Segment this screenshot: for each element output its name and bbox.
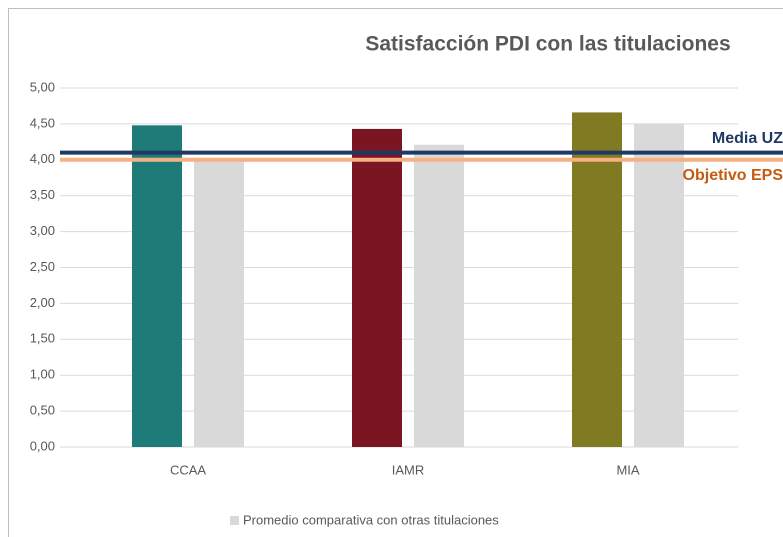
y-tick-label: 3,50 <box>30 187 55 202</box>
chart-title: Satisfacción PDI con las titulaciones <box>365 33 730 56</box>
y-tick-label: 0,00 <box>30 438 55 453</box>
bar <box>634 123 684 448</box>
x-tick-label: CCAA <box>170 462 206 477</box>
reference-label: Objetivo EPS <box>683 167 783 184</box>
bar <box>352 128 402 447</box>
x-tick-label: IAMR <box>392 462 425 477</box>
legend-label: Promedio comparativa con otras titulacio… <box>243 512 499 527</box>
bar <box>414 144 464 448</box>
bar <box>572 112 622 448</box>
y-tick-label: 1,50 <box>30 331 55 346</box>
legend-swatch <box>230 516 239 525</box>
bar <box>194 159 244 448</box>
y-tick-label: 2,50 <box>30 259 55 274</box>
y-tick-label: 5,00 <box>30 79 55 94</box>
x-tick-label: MIA <box>616 462 639 477</box>
y-tick-label: 1,00 <box>30 367 55 382</box>
y-tick-label: 2,00 <box>30 295 55 310</box>
y-tick-label: 3,00 <box>30 223 55 238</box>
y-tick-label: 0,50 <box>30 403 55 418</box>
y-tick-label: 4,00 <box>30 151 55 166</box>
y-tick-label: 4,50 <box>30 115 55 130</box>
reference-label: Media UZ <box>712 130 783 147</box>
bar <box>132 125 182 447</box>
